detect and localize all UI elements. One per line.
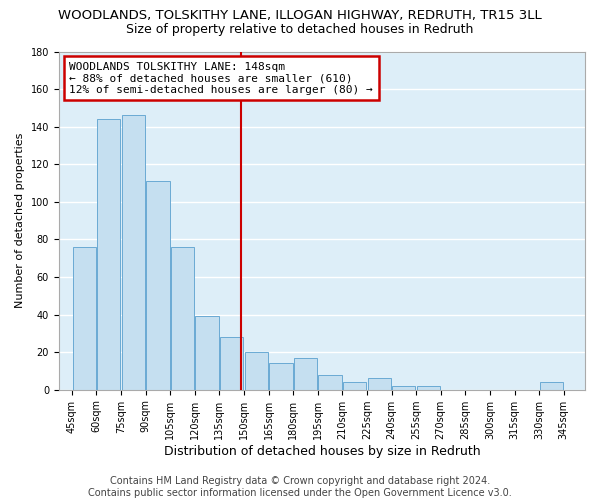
- Bar: [294, 358, 317, 390]
- Bar: [245, 352, 268, 390]
- Bar: [343, 382, 367, 390]
- Bar: [146, 181, 170, 390]
- Bar: [220, 337, 244, 390]
- Text: Contains HM Land Registry data © Crown copyright and database right 2024.
Contai: Contains HM Land Registry data © Crown c…: [88, 476, 512, 498]
- Text: Size of property relative to detached houses in Redruth: Size of property relative to detached ho…: [127, 22, 473, 36]
- Bar: [73, 247, 96, 390]
- Text: WOODLANDS TOLSKITHY LANE: 148sqm
← 88% of detached houses are smaller (610)
12% : WOODLANDS TOLSKITHY LANE: 148sqm ← 88% o…: [70, 62, 373, 95]
- Bar: [196, 316, 219, 390]
- Bar: [269, 364, 293, 390]
- X-axis label: Distribution of detached houses by size in Redruth: Distribution of detached houses by size …: [164, 444, 480, 458]
- Bar: [540, 382, 563, 390]
- Bar: [392, 386, 415, 390]
- Bar: [319, 374, 342, 390]
- Bar: [97, 119, 121, 390]
- Bar: [122, 116, 145, 390]
- Y-axis label: Number of detached properties: Number of detached properties: [15, 133, 25, 308]
- Bar: [368, 378, 391, 390]
- Bar: [417, 386, 440, 390]
- Bar: [171, 247, 194, 390]
- Text: WOODLANDS, TOLSKITHY LANE, ILLOGAN HIGHWAY, REDRUTH, TR15 3LL: WOODLANDS, TOLSKITHY LANE, ILLOGAN HIGHW…: [58, 9, 542, 22]
